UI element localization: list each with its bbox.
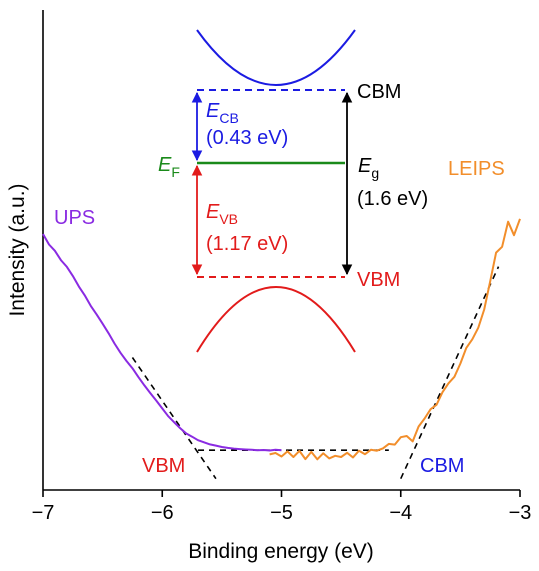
- leips-series-line: [269, 218, 521, 461]
- evb-symbol-letter: E: [206, 201, 220, 223]
- valence-band-curve: [196, 286, 356, 353]
- ef-symbol: EF: [158, 154, 180, 180]
- fit-line: [400, 266, 500, 479]
- x-tick-label: −6: [151, 502, 174, 524]
- evb-value: (1.17 eV): [206, 233, 288, 255]
- eg-symbol-sub: g: [371, 165, 379, 181]
- fit-lines: [131, 266, 500, 480]
- data-series: [42, 218, 521, 461]
- x-tick-label: −5: [270, 502, 293, 524]
- ups-series-line: [42, 233, 282, 452]
- vbm-level-label: VBM: [357, 269, 400, 291]
- x-axis-title: Binding energy (eV): [188, 540, 374, 563]
- conduction-band-curve: [196, 29, 356, 86]
- eg-symbol: Eg: [358, 155, 379, 181]
- x-tick-label: −4: [389, 502, 412, 524]
- cbm-edge-label: CBM: [420, 455, 464, 477]
- y-axis-title: Intensity (a.u.): [6, 183, 29, 316]
- ef-symbol-sub: F: [171, 164, 180, 180]
- x-tick-label: −3: [509, 502, 532, 524]
- leips-label: LEIPS: [448, 158, 505, 180]
- cbm-level-label: CBM: [357, 81, 401, 103]
- evb-symbol-sub: VB: [219, 211, 238, 227]
- ecb-symbol: ECB: [206, 100, 239, 126]
- fit-line: [131, 357, 217, 480]
- ecb-symbol-sub: CB: [219, 110, 238, 126]
- x-tick-label: −7: [32, 502, 55, 524]
- ups-label: UPS: [54, 207, 95, 229]
- eg-symbol-letter: E: [358, 155, 372, 177]
- ef-symbol-letter: E: [158, 154, 172, 176]
- x-ticks: −7 −6 −5 −4 −3: [32, 490, 532, 524]
- eg-value: (1.6 eV): [357, 188, 428, 210]
- vbm-edge-label: VBM: [142, 455, 185, 477]
- band-diagram-inset: CBM VBM ECB (0.43 eV) EF EVB (1.17 eV) E…: [158, 29, 428, 353]
- evb-symbol: EVB: [206, 201, 238, 227]
- ecb-value: (0.43 eV): [206, 127, 288, 149]
- ecb-symbol-letter: E: [206, 100, 220, 122]
